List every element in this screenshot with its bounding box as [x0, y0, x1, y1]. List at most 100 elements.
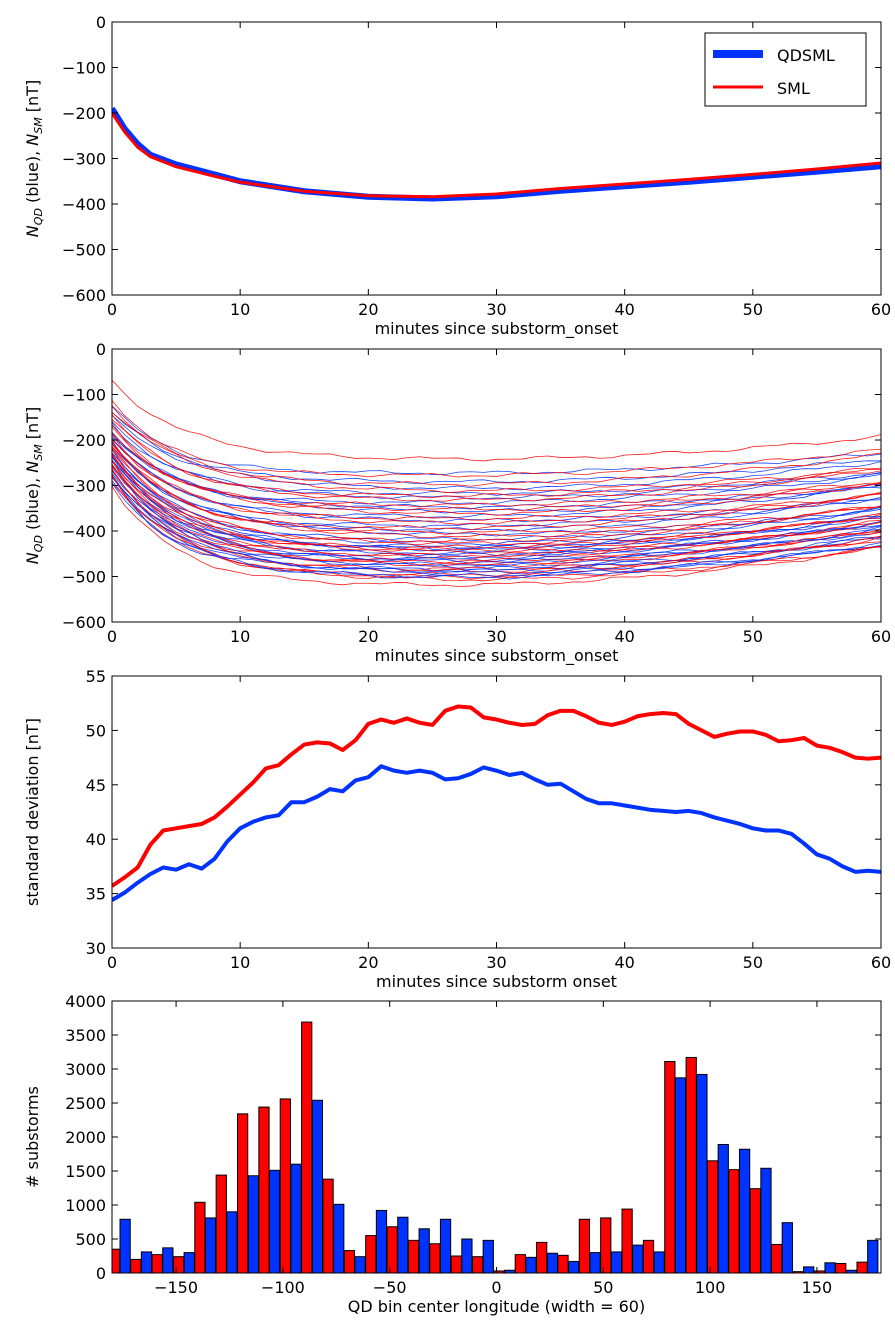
- x-tick-label: 10: [230, 953, 250, 972]
- bar-blue: [717, 1143, 729, 1273]
- nsm-curve: [112, 446, 881, 543]
- y-axis-label-part: N: [23, 134, 42, 146]
- bar-red: [600, 1217, 612, 1273]
- panel-3-series: [112, 704, 881, 902]
- y-axis-label: NQD (blue), NSM [nT]: [23, 80, 45, 237]
- bar-red: [664, 1061, 676, 1273]
- x-tick-label: 0: [107, 953, 117, 972]
- nsm-curve: [112, 439, 881, 525]
- bar-red: [450, 1255, 462, 1273]
- x-tick-label: 40: [614, 300, 634, 319]
- panel-3-standard-deviation: 0 10 20 30 40 50 60 30 35 40 45 50 55 minutes since s…: [23, 667, 891, 991]
- nqd-curve: [112, 438, 881, 519]
- nsm-curve: [112, 443, 881, 535]
- bar-red: [130, 1258, 142, 1273]
- bar-blue: [333, 1203, 345, 1273]
- nsm-curve: [112, 455, 881, 555]
- bar-blue: [610, 1251, 623, 1273]
- x-tick-label: 30: [486, 953, 506, 972]
- nsm-curve: [112, 422, 881, 508]
- bar-red: [258, 1106, 270, 1273]
- nsm-curve: [112, 419, 881, 502]
- bar-blue: [653, 1251, 665, 1273]
- bar-red: [621, 1208, 633, 1273]
- y-tick-label: −200: [62, 104, 106, 123]
- bar-red: [112, 1248, 121, 1273]
- stddev-blue-line: [112, 764, 881, 902]
- bar-blue: [397, 1216, 409, 1273]
- series-line-sml: [112, 112, 881, 199]
- legend-label: QDSML: [777, 46, 835, 65]
- bar-blue: [140, 1251, 153, 1273]
- y-axis-label-part: [nT]: [23, 407, 42, 444]
- x-tick-label: 100: [695, 1278, 726, 1297]
- nsm-curve: [112, 414, 881, 498]
- x-tick-label: 50: [743, 627, 763, 646]
- bar-red: [172, 1256, 185, 1273]
- bar-red: [514, 1254, 526, 1273]
- y-tick-label: −400: [62, 195, 106, 214]
- bar-red: [578, 1218, 591, 1273]
- y-tick-label: 2500: [65, 1094, 106, 1113]
- x-tick-label: −50: [373, 1278, 407, 1297]
- bar-red: [835, 1262, 847, 1273]
- panel-4-bars: [112, 1021, 879, 1273]
- x-tick-label: 0: [491, 1278, 501, 1297]
- bar-blue: [204, 1217, 217, 1273]
- bar-blue: [162, 1247, 174, 1273]
- y-tick-label: 500: [75, 1230, 106, 1249]
- x-tick-label: 30: [486, 300, 506, 319]
- bar-red: [557, 1254, 569, 1273]
- bar-blue: [311, 1099, 324, 1273]
- y-tick-label: 45: [86, 776, 106, 795]
- x-axis-label: minutes since substorm onset: [376, 972, 617, 991]
- bar-red: [429, 1243, 441, 1273]
- y-tick-label: −600: [62, 286, 106, 305]
- y-tick-label: 1000: [65, 1196, 106, 1215]
- y-tick-label: −500: [62, 568, 106, 587]
- y-axis-label-part: [nT]: [23, 80, 42, 117]
- y-axis-label-part: N: [23, 225, 42, 237]
- y-axis-label-part: QD: [32, 535, 45, 552]
- bar-red: [215, 1174, 227, 1273]
- x-tick-label: 20: [358, 953, 378, 972]
- bar-blue: [760, 1167, 772, 1273]
- bar-blue: [589, 1252, 601, 1273]
- nqd-curve: [112, 477, 881, 573]
- nsm-curve: [112, 426, 881, 512]
- nqd-curve: [112, 474, 881, 572]
- y-axis-label: # substorms: [23, 1086, 42, 1188]
- nsm-curve: [112, 486, 881, 587]
- nsm-curve: [112, 432, 881, 516]
- panel-2-individual-curves: 0 10 20 30 40 50 60 0 −100 −200 −300 −400 −500 −600 mi…: [23, 340, 891, 666]
- bar-blue: [439, 1218, 452, 1273]
- y-tick-label: 40: [86, 830, 106, 849]
- nsm-curve: [112, 463, 881, 564]
- panel-1-series: [112, 106, 881, 202]
- x-axis-label: minutes since substorm_onset: [375, 646, 619, 666]
- legend-label: SML: [777, 79, 810, 98]
- legend-box: [704, 32, 867, 107]
- x-tick-label: 50: [743, 300, 763, 319]
- nqd-curve: [112, 442, 881, 532]
- bar-red: [386, 1226, 398, 1273]
- bar-blue: [867, 1239, 879, 1273]
- bar-red: [151, 1254, 163, 1273]
- x-tick-label: 0: [107, 627, 117, 646]
- plot-frame: [111, 1000, 882, 1274]
- stddev-red-line: [112, 704, 881, 888]
- bar-red: [749, 1188, 761, 1273]
- y-tick-label: 0: [96, 13, 106, 32]
- x-tick-label: 10: [230, 627, 250, 646]
- y-tick-label: 3500: [65, 1026, 106, 1045]
- x-tick-label: −150: [154, 1278, 198, 1297]
- bar-red: [236, 1113, 249, 1273]
- bar-red: [407, 1239, 420, 1273]
- y-tick-label: 0: [96, 1264, 106, 1283]
- y-tick-label: 2000: [65, 1128, 106, 1147]
- legend: QDSML SML: [704, 32, 867, 107]
- bar-blue: [269, 1169, 281, 1273]
- bar-blue: [696, 1073, 708, 1273]
- bar-blue: [461, 1238, 473, 1273]
